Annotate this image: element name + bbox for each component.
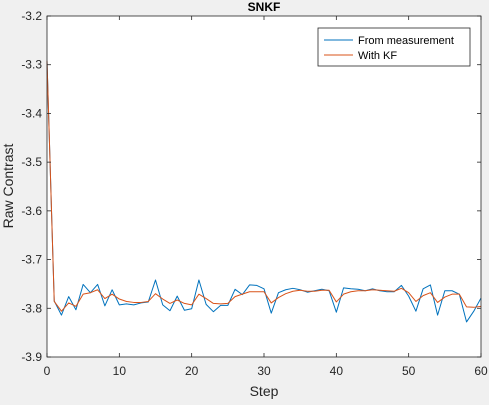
- x-tick-label: 60: [474, 364, 488, 378]
- x-tick-label: 40: [330, 364, 344, 378]
- plot-area: [47, 16, 481, 357]
- x-tick-label: 0: [44, 364, 51, 378]
- x-tick-label: 10: [113, 364, 127, 378]
- x-tick-label: 20: [185, 364, 199, 378]
- legend-label-2: With KF: [358, 50, 397, 62]
- y-tick-label: -3.6: [21, 204, 42, 218]
- y-tick-label: -3.7: [21, 253, 42, 267]
- y-axis-label: Raw Contrast: [0, 143, 16, 228]
- legend-label-1: From measurement: [358, 35, 454, 47]
- y-tick-label: -3.4: [21, 106, 42, 120]
- y-tick-label: -3.5: [21, 155, 42, 169]
- y-tick-label: -3.3: [21, 58, 42, 72]
- x-tick-label: 30: [257, 364, 271, 378]
- legend: From measurement With KF: [318, 28, 470, 66]
- chart-title: SNKF: [248, 0, 281, 14]
- y-tick-label: -3.9: [21, 350, 42, 364]
- x-axis-label: Step: [250, 383, 279, 399]
- x-tick-label: 50: [402, 364, 416, 378]
- y-tick-label: -3.2: [21, 9, 42, 23]
- y-tick-label: -3.8: [21, 301, 42, 315]
